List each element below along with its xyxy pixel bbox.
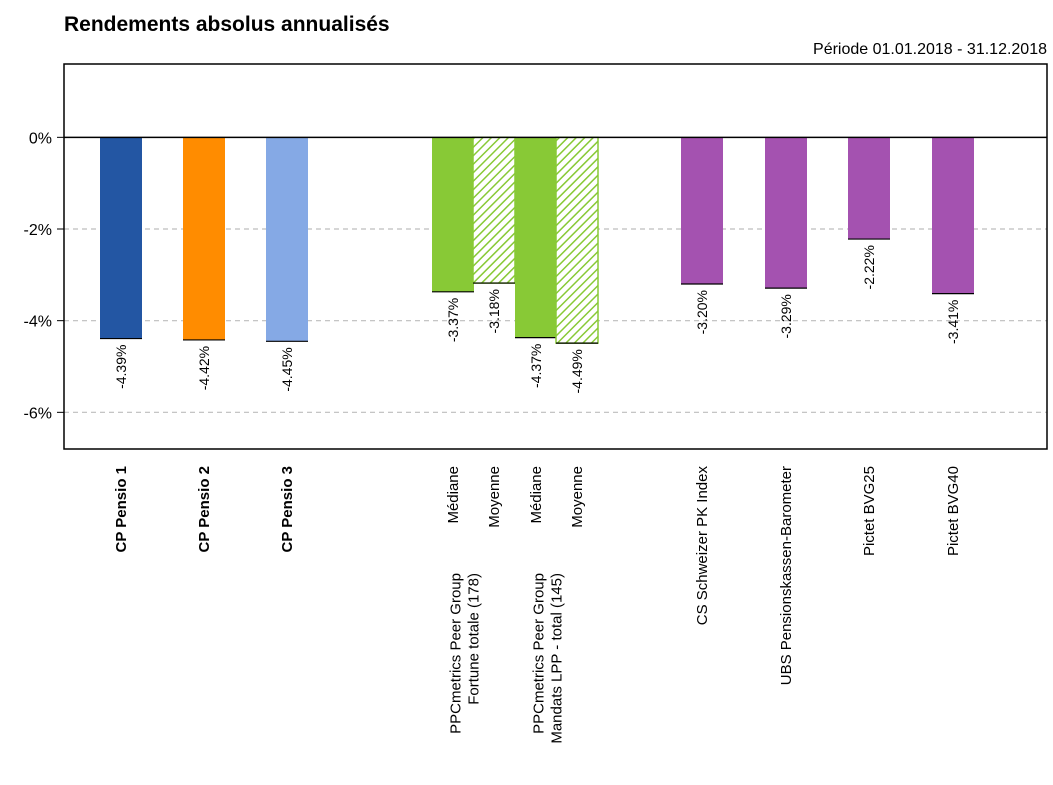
bar [765, 137, 807, 289]
group-label: PPCmetrics Peer Group [531, 573, 548, 734]
y-tick-label: 0% [29, 130, 52, 147]
bar [472, 136, 516, 284]
chart-subtitle: Période 01.01.2018 - 31.12.2018 [813, 41, 1047, 58]
value-label: -4.37% [528, 344, 544, 388]
value-label: -3.37% [445, 298, 461, 342]
value-label: -3.18% [486, 289, 502, 333]
x-tick-label: Pictet BVG25 [861, 466, 878, 556]
x-tick-label: UBS Pensionskassen-Barometer [778, 466, 795, 685]
bars-group [100, 136, 974, 344]
x-tick-label: Pictet BVG40 [945, 466, 962, 556]
value-label: -2.22% [861, 245, 877, 289]
value-label: -4.39% [113, 345, 129, 389]
bar [515, 137, 557, 338]
group-label: PPCmetrics Peer Group [448, 573, 465, 734]
x-tick-label: CP Pensio 3 [279, 466, 296, 552]
bar [932, 137, 974, 294]
bar [266, 137, 308, 342]
bar [848, 137, 890, 240]
x-axis-labels: CP Pensio 1 CP Pensio 2 CP Pensio 3 Médiane… [113, 466, 962, 744]
x-tick-label: Moyenne [569, 466, 586, 528]
x-tick-label: Moyenne [486, 466, 503, 528]
x-tick-label: CP Pensio 1 [113, 466, 130, 552]
x-tick-label: Médiane [528, 466, 545, 524]
chart-title: Rendements absolus annualisés [64, 13, 390, 36]
x-tick-label: CS Schweizer PK Index [694, 466, 711, 626]
group-label: Fortune totale (178) [466, 573, 483, 705]
value-label: -3.29% [778, 294, 794, 338]
bar [183, 137, 225, 340]
bar [100, 137, 142, 339]
value-label: -4.49% [569, 349, 585, 393]
value-label: -3.41% [945, 300, 961, 344]
x-tick-label: Médiane [445, 466, 462, 524]
value-label: -4.42% [196, 346, 212, 390]
value-label: -4.45% [279, 347, 295, 391]
x-tick-label: CP Pensio 2 [196, 466, 213, 552]
value-label: -3.20% [694, 290, 710, 334]
bar [681, 137, 723, 284]
group-label: Mandats LPP - total (145) [549, 573, 566, 744]
value-labels: -4.39% -4.42% -4.45% -3.37% -3.18% -4.37% -4.4… [113, 245, 961, 393]
y-tick-label: -4% [24, 314, 52, 331]
bar [555, 136, 599, 344]
bar [432, 137, 474, 292]
y-axis: 0% -2% -4% -6% [24, 130, 64, 422]
y-tick-label: -2% [24, 222, 52, 239]
y-tick-label: -6% [24, 405, 52, 422]
plot-frame [63, 63, 1048, 450]
